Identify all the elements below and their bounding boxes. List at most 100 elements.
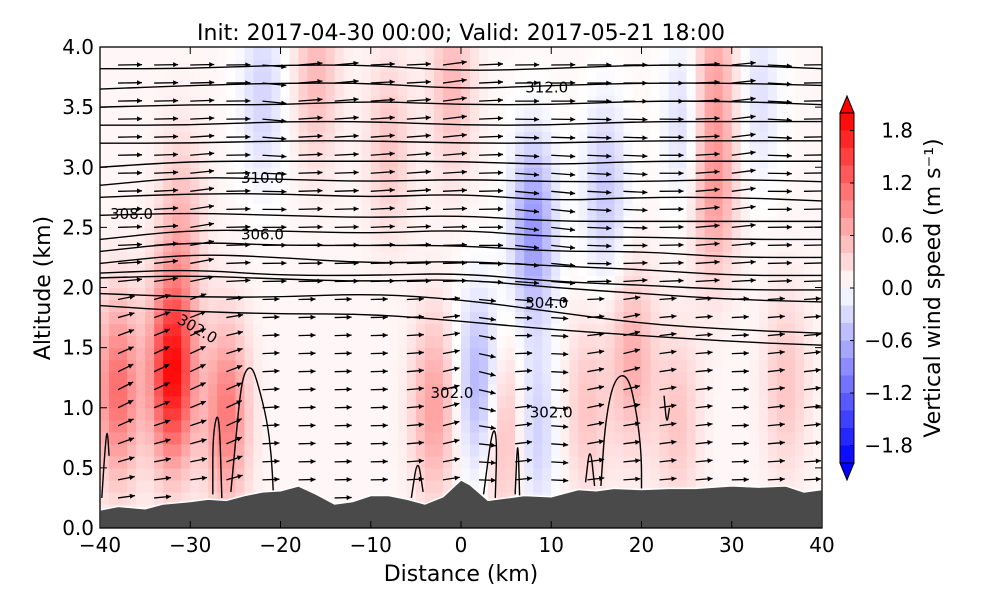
shading-cell [506,347,516,361]
shading-cell [280,71,291,84]
shading-cell [785,107,796,120]
shading-cell [181,59,191,72]
shading-cell [244,71,255,84]
shading-cell [334,395,345,409]
shading-cell [388,59,399,72]
shading-cell [181,407,191,421]
shading-cell [244,407,255,421]
wind-vector-head [461,260,467,266]
shading-cell [289,131,300,144]
shading-cell [560,359,570,373]
shading-cell [515,179,525,192]
shading-cell [668,371,679,385]
shading-cell [244,263,255,277]
wind-vector-head [786,153,792,159]
colorbar-band [840,323,854,341]
shading-cell [424,179,435,192]
shading-cell [767,347,778,361]
shading-cell [758,263,769,277]
shading-cell [424,263,435,277]
wind-vector-head [245,224,251,230]
wind-vector-head [498,206,504,212]
shading-cell [190,431,200,445]
shading-cell [217,359,227,373]
shading-cell [650,263,661,277]
shading-cell [136,311,146,325]
isentrope-line [100,160,822,168]
shading-cell [794,275,805,289]
shading-cell [397,71,408,84]
shading-cell [379,83,390,96]
shading-cell [361,251,372,265]
shading-cell [740,239,751,253]
shading-cell [109,335,119,349]
shading-cell [641,335,652,349]
shading-cell [722,179,733,192]
shading-cell [722,371,733,385]
shading-cell [244,419,255,433]
wind-vector-head [200,400,206,406]
shading-cell [614,107,625,120]
shading-cell [118,491,128,505]
shading-cell [587,251,597,265]
shading-cell [605,455,616,469]
shading-cell [199,143,209,156]
shading-cell [127,155,137,168]
shading-cell [623,431,634,445]
shading-cell [713,203,724,216]
wind-vector-head [310,422,316,428]
shading-cell [524,107,534,120]
shading-cell [767,263,778,277]
wind-vector-head [208,221,214,227]
shading-cell [154,287,164,301]
shading-cell [479,383,489,397]
shading-cell [127,107,137,120]
shading-cell [352,251,363,265]
shading-cell [334,431,345,445]
shading-cell [686,131,697,144]
shading-cell [668,83,679,96]
shading-cell [163,263,173,277]
x-tick-label: −30 [169,533,211,557]
shading-cell [758,467,769,481]
shading-cell [217,407,227,421]
shading-cell [551,155,561,168]
shading-cell [280,347,291,361]
shading-cell [100,107,110,120]
shading-cell [650,431,661,445]
wind-vector-head [750,78,756,84]
shading-cell [352,107,363,120]
wind-vector-head [490,477,497,483]
shading-cell [731,131,742,144]
wind-vector-head [418,350,424,356]
shading-cell [506,143,516,156]
shading-cell [803,467,814,481]
shading-cell [596,323,606,337]
shading-cell [695,227,706,240]
shading-cell [704,263,715,277]
shading-cell [298,467,309,481]
wind-vector-head [786,117,792,123]
shading-cell [217,383,227,397]
shading-cell [614,287,625,301]
wind-vector-head [678,224,684,230]
shading-cell [749,467,760,481]
shading-cell [406,263,417,277]
shading-cell [785,443,796,457]
shading-cell [190,239,200,253]
shading-cell [803,419,814,433]
shading-cell [280,47,291,60]
shading-cell [551,443,561,457]
shading-cell [794,167,805,180]
shading-cell [109,323,119,337]
shading-cell [271,467,282,481]
colorbar-band [840,218,854,236]
shading-cell [542,191,552,204]
wind-vector-head [346,332,352,338]
shading-cell [388,167,399,180]
shading-cell [731,431,742,445]
shading-cell [136,323,146,337]
shading-cell [262,215,273,228]
wind-vector-head [454,438,460,444]
shading-cell [343,467,354,481]
